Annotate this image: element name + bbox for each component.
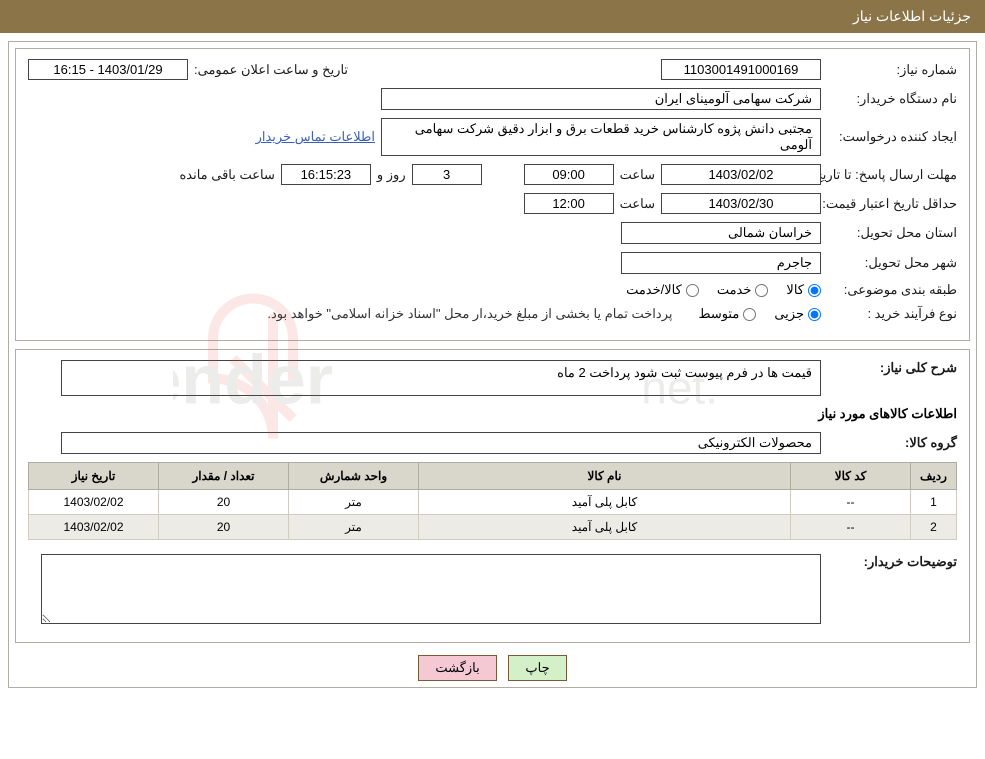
need-number-value: 1103001491000169 (661, 59, 821, 80)
category-radio-goods[interactable]: کالا (786, 282, 821, 298)
radio-both-label: کالا/خدمت (626, 282, 682, 298)
province-value: خراسان شمالی (621, 222, 821, 244)
th-qty: تعداد / مقدار (159, 463, 289, 490)
process-label: نوع فرآیند خرید : (827, 306, 957, 322)
row-province: استان محل تحویل: خراسان شمالی (28, 222, 957, 244)
row-general-desc: شرح کلی نیاز: قیمت ها در فرم پیوست ثبت ش… (28, 360, 957, 396)
row-need-number: شماره نیاز: 1103001491000169 تاریخ و ساع… (28, 59, 957, 80)
requester-value: مجتبی دانش پژوه کارشناس خرید قطعات برق و… (381, 118, 821, 156)
table-cell-name: کابل پلی آمید (419, 515, 791, 540)
main-container: شماره نیاز: 1103001491000169 تاریخ و ساع… (8, 41, 977, 688)
deadline-remain-label: ساعت باقی مانده (179, 167, 274, 183)
table-cell-qty: 20 (159, 490, 289, 515)
process-radio-medium[interactable]: متوسط (698, 306, 756, 322)
group-value: محصولات الکترونیکی (61, 432, 821, 454)
info-section: شماره نیاز: 1103001491000169 تاریخ و ساع… (15, 48, 970, 341)
table-cell-date: 1403/02/02 (29, 515, 159, 540)
deadline-remain-time: 16:15:23 (281, 164, 371, 185)
need-number-label: شماره نیاز: (827, 62, 957, 78)
province-label: استان محل تحویل: (827, 225, 957, 241)
deadline-time-label: ساعت (620, 167, 655, 183)
process-note: پرداخت تمام یا بخشی از مبلغ خرید،ار محل … (267, 306, 672, 322)
radio-medium-input[interactable] (743, 308, 756, 321)
group-label: گروه کالا: (827, 435, 957, 451)
category-radio-group: کالا خدمت کالا/خدمت (626, 282, 821, 298)
row-buyer-notes: توضیحات خریدار: (28, 554, 957, 624)
button-row: چاپ بازگشت (15, 655, 970, 681)
radio-service-label: خدمت (717, 282, 752, 298)
radio-both-input[interactable] (686, 284, 699, 297)
process-radio-partial[interactable]: جزیی (774, 306, 821, 322)
deadline-time: 09:00 (524, 164, 614, 185)
radio-goods-input[interactable] (808, 284, 821, 297)
table-cell-code: -- (791, 490, 911, 515)
items-section: شرح کلی نیاز: قیمت ها در فرم پیوست ثبت ش… (15, 349, 970, 643)
radio-partial-label: جزیی (774, 306, 804, 322)
table-header-row: ردیف کد کالا نام کالا واحد شمارش تعداد /… (29, 463, 957, 490)
buyer-notes-label: توضیحات خریدار: (827, 554, 957, 570)
table-cell-name: کابل پلی آمید (419, 490, 791, 515)
process-radio-group: جزیی متوسط (698, 306, 821, 322)
page-title: جزئیات اطلاعات نیاز (853, 8, 971, 24)
radio-goods-label: کالا (786, 282, 804, 298)
category-radio-both[interactable]: کالا/خدمت (626, 282, 699, 298)
validity-label: حداقل تاریخ اعتبار قیمت: تا تاریخ: (827, 196, 957, 212)
city-label: شهر محل تحویل: (827, 255, 957, 271)
row-process: نوع فرآیند خرید : جزیی متوسط پرداخت تمام… (28, 306, 957, 322)
validity-time-label: ساعت (620, 196, 655, 212)
row-requester: ایجاد کننده درخواست: مجتبی دانش پژوه کار… (28, 118, 957, 156)
table-cell-unit: متر (289, 515, 419, 540)
row-category: طبقه بندی موضوعی: کالا خدمت کالا/خدمت (28, 282, 957, 298)
buyer-notes-input[interactable] (41, 554, 821, 624)
deadline-date: 1403/02/02 (661, 164, 821, 185)
row-validity: حداقل تاریخ اعتبار قیمت: تا تاریخ: 1403/… (28, 193, 957, 214)
radio-partial-input[interactable] (808, 308, 821, 321)
items-table: ردیف کد کالا نام کالا واحد شمارش تعداد /… (28, 462, 957, 540)
table-row: 2--کابل پلی آمیدمتر201403/02/02 (29, 515, 957, 540)
table-cell-code: -- (791, 515, 911, 540)
radio-service-input[interactable] (755, 284, 768, 297)
announce-value: 1403/01/29 - 16:15 (28, 59, 188, 80)
table-cell-idx: 2 (911, 515, 957, 540)
buyer-org-value: شرکت سهامی آلومینای ایران (381, 88, 821, 110)
buyer-org-label: نام دستگاه خریدار: (827, 91, 957, 107)
announce-label: تاریخ و ساعت اعلان عمومی: (194, 62, 348, 78)
buyer-contact-link[interactable]: اطلاعات تماس خریدار (256, 129, 375, 145)
category-label: طبقه بندی موضوعی: (827, 282, 957, 298)
row-group: گروه کالا: محصولات الکترونیکی (28, 432, 957, 454)
table-row: 1--کابل پلی آمیدمتر201403/02/02 (29, 490, 957, 515)
deadline-days-label: روز و (377, 167, 406, 183)
radio-medium-label: متوسط (698, 306, 739, 322)
print-button[interactable]: چاپ (508, 655, 566, 681)
items-title: اطلاعات کالاهای مورد نیاز (28, 406, 957, 422)
general-desc-value: قیمت ها در فرم پیوست ثبت شود پرداخت 2 ما… (61, 360, 821, 396)
page-header: جزئیات اطلاعات نیاز (0, 0, 985, 33)
deadline-label: مهلت ارسال پاسخ: تا تاریخ: (827, 167, 957, 183)
category-radio-service[interactable]: خدمت (717, 282, 769, 298)
table-cell-unit: متر (289, 490, 419, 515)
table-cell-qty: 20 (159, 515, 289, 540)
row-city: شهر محل تحویل: جاجرم (28, 252, 957, 274)
city-value: جاجرم (621, 252, 821, 274)
validity-time: 12:00 (524, 193, 614, 214)
th-unit: واحد شمارش (289, 463, 419, 490)
th-name: نام کالا (419, 463, 791, 490)
th-date: تاریخ نیاز (29, 463, 159, 490)
th-code: کد کالا (791, 463, 911, 490)
deadline-days: 3 (412, 164, 482, 185)
validity-date: 1403/02/30 (661, 193, 821, 214)
table-cell-date: 1403/02/02 (29, 490, 159, 515)
row-buyer-org: نام دستگاه خریدار: شرکت سهامی آلومینای ا… (28, 88, 957, 110)
row-deadline: مهلت ارسال پاسخ: تا تاریخ: 1403/02/02 سا… (28, 164, 957, 185)
general-desc-label: شرح کلی نیاز: (827, 360, 957, 376)
requester-label: ایجاد کننده درخواست: (827, 129, 957, 145)
th-row: ردیف (911, 463, 957, 490)
table-cell-idx: 1 (911, 490, 957, 515)
back-button[interactable]: بازگشت (418, 655, 496, 681)
